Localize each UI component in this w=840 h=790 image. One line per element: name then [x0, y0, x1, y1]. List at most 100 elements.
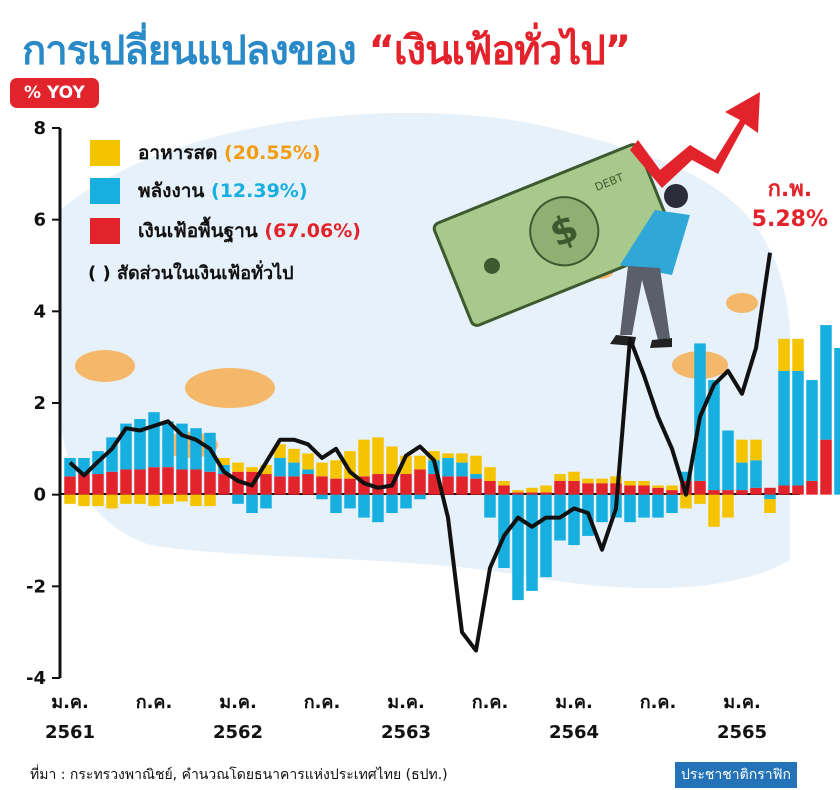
y-tick-label: 8 — [33, 118, 46, 139]
bar-energy — [134, 419, 146, 470]
x-tick-label: ม.ค. — [219, 692, 257, 713]
bar-core — [708, 490, 720, 495]
bar-energy — [316, 494, 328, 500]
bar-energy — [64, 458, 76, 477]
bar-core — [498, 485, 510, 495]
bar-food — [470, 455, 482, 475]
bar-core — [400, 474, 412, 495]
bar-food — [358, 439, 370, 477]
bar-core — [456, 476, 468, 495]
bar-food — [414, 455, 426, 470]
bar-food — [302, 453, 314, 470]
bar-energy — [106, 437, 118, 472]
bar-energy — [386, 494, 398, 513]
y-tick-label: 6 — [33, 210, 46, 231]
title-highlight: “เงินเฟ้อทั่วไป” — [368, 28, 631, 74]
bar-energy — [302, 469, 314, 475]
bar-core — [176, 469, 188, 495]
bar-core — [624, 485, 636, 495]
bar-energy — [288, 462, 300, 477]
bar-food — [246, 467, 258, 472]
legend-item-core: เงินเฟ้อพื้นฐาน (67.06%) — [90, 216, 361, 246]
bar-core — [666, 490, 678, 495]
legend-share-food: (20.55%) — [224, 142, 321, 164]
bar-food — [792, 338, 804, 371]
bar-core — [120, 469, 132, 495]
bar-food — [722, 494, 734, 518]
bar-food — [176, 494, 188, 502]
x-tick-year: 2564 — [549, 722, 599, 743]
bar-core — [638, 485, 650, 495]
bar-core — [148, 467, 160, 495]
brand-logo: ประชาชาติกราฟิก — [675, 762, 797, 788]
bar-food — [512, 490, 524, 493]
bar-energy — [708, 380, 720, 491]
bar-core — [414, 469, 426, 495]
bar-energy — [512, 494, 524, 601]
bar-energy — [792, 370, 804, 486]
bar-energy — [498, 494, 510, 568]
bar-energy — [442, 458, 454, 477]
y-tick-label: 0 — [33, 485, 46, 506]
bar-core — [288, 476, 300, 495]
dollar-bill-icon: $ DEBT — [432, 143, 678, 327]
x-tick-year: 2565 — [717, 722, 767, 743]
bar-core — [316, 476, 328, 495]
bar-food — [568, 471, 580, 481]
bar-energy — [274, 458, 286, 477]
bar-core — [64, 476, 76, 495]
bar-core — [372, 474, 384, 495]
person-carrying-bill-icon — [610, 184, 690, 348]
bar-core — [218, 474, 230, 495]
bar-food — [526, 487, 538, 493]
bar-core — [540, 492, 552, 495]
legend-share-core: (67.06%) — [264, 220, 361, 242]
bar-food — [78, 494, 90, 507]
bar-core — [274, 476, 286, 495]
bar-energy — [624, 494, 636, 523]
bar-energy — [778, 370, 790, 486]
coin-icon — [75, 350, 135, 382]
bar-core — [92, 474, 104, 495]
bar-food — [218, 458, 230, 465]
bar-energy — [750, 460, 762, 488]
bar-core — [722, 490, 734, 495]
bar-food — [92, 494, 104, 507]
bar-core — [806, 480, 818, 495]
bar-energy — [232, 494, 244, 504]
legend-swatch-core — [90, 218, 120, 244]
bar-energy — [540, 494, 552, 578]
bar-core — [568, 480, 580, 495]
x-tick-label: ม.ค. — [555, 692, 593, 713]
bar-core — [428, 474, 440, 495]
bar-energy — [260, 494, 272, 509]
bar-food — [386, 446, 398, 475]
bar-energy — [526, 494, 538, 591]
bar-core — [232, 471, 244, 495]
bar-core — [820, 439, 832, 495]
bar-energy — [190, 428, 202, 470]
headline-inflation-line — [68, 252, 772, 653]
y-tick-label: 2 — [33, 393, 46, 414]
bar-core — [512, 492, 524, 495]
bar-core — [750, 487, 762, 495]
bar-food — [372, 437, 384, 475]
bar-food — [106, 494, 118, 509]
bar-energy — [162, 421, 174, 468]
bar-food — [456, 453, 468, 463]
bar-food — [330, 460, 342, 479]
bar-food — [232, 462, 244, 472]
bar-core — [484, 480, 496, 495]
bar-core — [470, 478, 482, 495]
bar-food — [120, 494, 132, 504]
bar-food — [736, 439, 748, 463]
x-tick-year: 2561 — [45, 722, 95, 743]
bar-energy — [344, 494, 356, 509]
bar-core — [442, 476, 454, 495]
coin-icon — [162, 432, 218, 458]
bar-energy — [78, 458, 90, 475]
legend-share-energy: (12.39%) — [211, 180, 308, 202]
bar-food — [554, 474, 566, 481]
bar-core — [302, 474, 314, 495]
